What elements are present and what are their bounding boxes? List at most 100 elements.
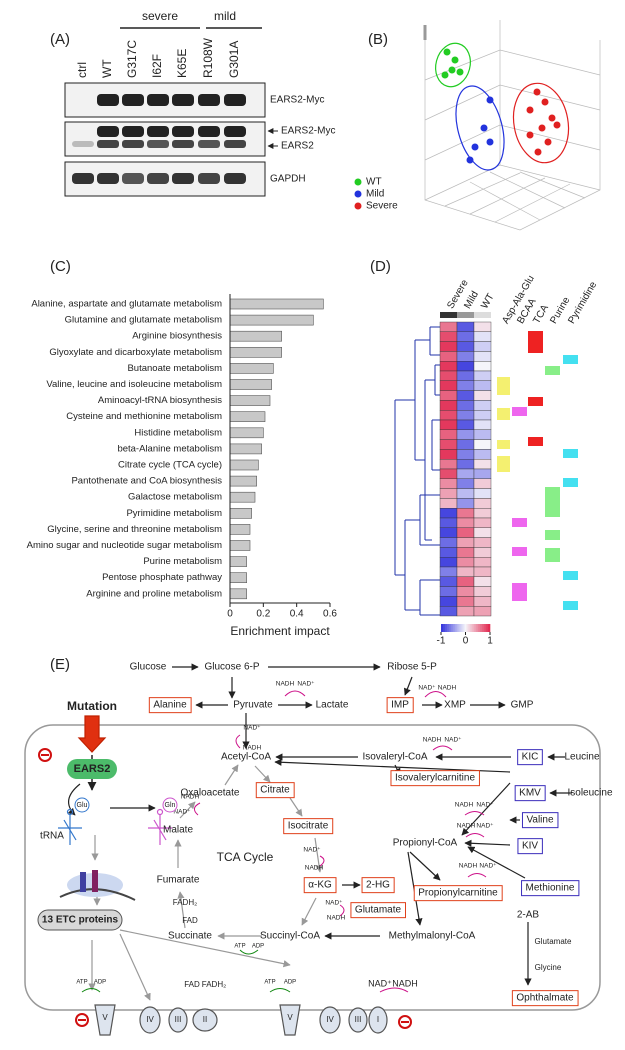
pathway-label: 2-HG <box>366 880 390 891</box>
colorbar-step <box>470 624 473 632</box>
pathway-label: NAD⁺ <box>476 802 494 809</box>
pathway-label: IMP <box>391 700 409 711</box>
heatmap-cell <box>473 410 492 421</box>
pathway-blocks <box>497 331 578 610</box>
pathway-label: ADP <box>94 980 106 986</box>
heatmap-cell <box>456 576 475 587</box>
pathway-label: NADH <box>457 823 476 830</box>
tag-circle <box>162 797 178 813</box>
pathway-label: KMV <box>519 788 541 799</box>
category-label: beta-Alanine metabolism <box>117 443 222 454</box>
pathway-label: XMP <box>444 700 466 711</box>
pathway-label: KIV <box>522 841 538 852</box>
category-label: Glycine, serine and threonine metabolism <box>47 524 222 535</box>
panel-label: (D) <box>370 258 391 275</box>
bar <box>229 491 256 503</box>
pathway-label: NAD⁺ <box>444 737 462 744</box>
pathway-label: FADH₂ <box>202 980 226 989</box>
dendrogram <box>394 326 440 616</box>
colorbar-tick-label: -1 <box>437 636 446 647</box>
heatmap-cell <box>473 537 492 548</box>
label-box <box>517 838 543 855</box>
pathway-label: NAD⁺ <box>476 823 494 830</box>
label-box <box>517 749 543 766</box>
pathway-shapes <box>24 663 601 1036</box>
heatmap-cell <box>456 566 475 578</box>
label-box <box>521 812 559 829</box>
heatmap-cell <box>456 459 475 470</box>
heatmap-cell <box>473 498 492 509</box>
bar <box>229 363 274 374</box>
heatmap-cell <box>473 400 492 411</box>
heatmap-cell <box>439 449 458 460</box>
heatmap-cell <box>473 527 492 538</box>
bar <box>229 379 272 390</box>
heatmap-cell <box>439 478 458 489</box>
x-axis-label: Enrichment impact <box>230 624 330 638</box>
heatmap-cell <box>456 478 475 489</box>
heatmap-cell <box>473 439 492 450</box>
category-label: Purine metabolism <box>143 556 222 567</box>
heatmap-cell <box>473 459 492 470</box>
label-box <box>255 782 295 799</box>
heatmap-cell <box>473 361 492 372</box>
pathway-label: Ribose 5-P <box>387 662 437 673</box>
colorbar-step <box>458 624 461 632</box>
category-label: Amino sugar and nucleotide sugar metabol… <box>27 540 222 551</box>
heatmap-cell <box>439 468 458 480</box>
pathway-label: NADH <box>459 863 478 870</box>
colorbar-step <box>484 624 487 632</box>
pathway-label: GMP <box>511 700 534 711</box>
heatmap-cell <box>473 547 492 558</box>
heatmap-cell <box>473 517 492 529</box>
heatmap-cell <box>473 321 492 333</box>
heatmap-cell <box>439 606 458 617</box>
panel-label: (C) <box>50 258 71 275</box>
pathway-label: NADH <box>423 737 442 744</box>
pathway-label: Malate <box>163 825 193 836</box>
category-label: Alanine, aspartate and glutamate metabol… <box>31 299 222 310</box>
category-label: Valine, leucine and isoleucine metabolis… <box>46 379 222 390</box>
heatmap-cell <box>456 498 475 509</box>
colorbar-step <box>454 624 457 632</box>
bar <box>229 346 282 358</box>
heatmap-cell <box>473 390 492 401</box>
colorbar-step <box>462 624 465 632</box>
heatmap-cell <box>439 527 458 538</box>
colorbar-step <box>472 624 475 632</box>
heatmap-cell <box>456 341 475 352</box>
colorbar-step <box>446 624 450 632</box>
pathway-label: Isoleucine <box>567 788 612 799</box>
heatmap-cell <box>473 341 492 352</box>
label-box <box>386 697 414 714</box>
row-label: EARS2-Myc <box>270 95 324 106</box>
heatmap-cell <box>473 557 492 568</box>
pathway-label: FAD <box>182 916 198 925</box>
heatmap-cell <box>473 370 492 382</box>
pill <box>67 759 117 779</box>
heatmap-cell <box>473 468 492 480</box>
pathway-label: Isovaleryl-CoA <box>362 752 427 763</box>
heatmap-cell <box>439 537 458 548</box>
pathway-label: Succinyl-CoA <box>260 931 320 942</box>
heatmap-cell <box>439 488 458 499</box>
colorbar-tick-label: 1 <box>487 636 493 647</box>
heatmap-cell <box>456 488 475 499</box>
pathway-label: Citrate <box>260 785 290 796</box>
pathway-label: IV <box>326 1015 334 1024</box>
pathway-label: ADP <box>284 980 296 986</box>
bar <box>229 572 247 584</box>
pathway-label: NAD⁺ <box>297 681 315 688</box>
heatmap-cell <box>473 606 492 617</box>
heatmap-cell <box>439 576 458 587</box>
pathway-label: NAD⁺ <box>173 809 191 816</box>
category-label: Cysteine and methionine metabolism <box>66 411 222 422</box>
heatmap-cell <box>439 547 458 558</box>
heatmap-cell <box>473 429 492 440</box>
heatmap-cell <box>439 380 458 391</box>
row-label: EARS2-Myc <box>281 126 335 137</box>
bar <box>229 507 252 519</box>
pathway-label: Glutamate <box>535 937 572 946</box>
heatmap-cell <box>456 380 475 391</box>
pathway-label: Succinate <box>168 931 212 942</box>
